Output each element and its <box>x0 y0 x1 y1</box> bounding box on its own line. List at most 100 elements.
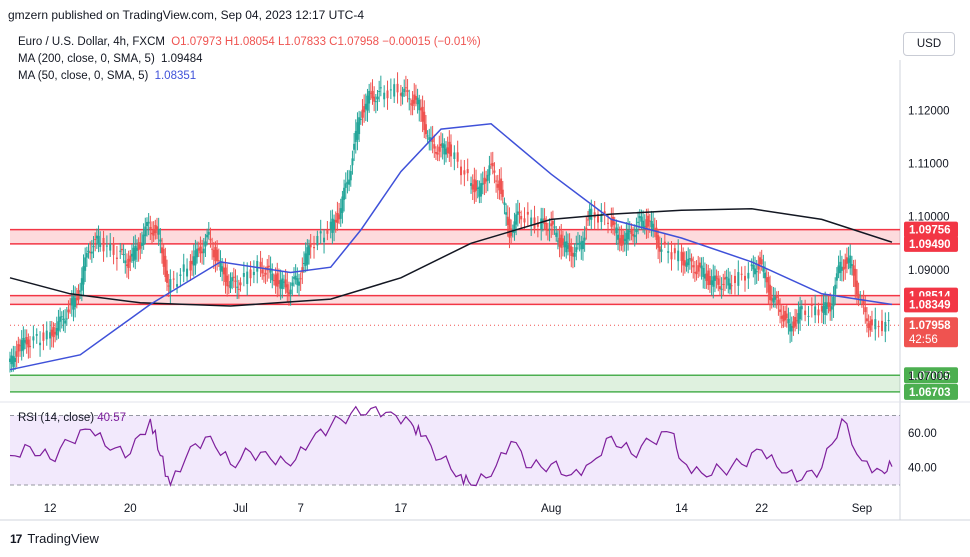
candle-body <box>852 265 855 276</box>
ma50-legend: MA (50, close, 0, SMA, 5) 1.08351 <box>18 70 196 82</box>
candle-body <box>214 247 217 262</box>
candle-body <box>49 332 52 339</box>
candle-body <box>483 177 486 184</box>
candle-body <box>199 246 202 254</box>
currency-button[interactable]: USD <box>903 32 955 56</box>
candle-body <box>50 329 53 336</box>
candle-body <box>129 255 132 262</box>
candle-body <box>135 247 138 251</box>
candle-body <box>540 218 543 230</box>
candle-body <box>411 100 414 106</box>
candle-body <box>9 358 11 363</box>
time-tick-label: 20 <box>124 503 137 515</box>
time-tick-label: 12 <box>44 503 57 515</box>
candle-body <box>505 212 508 215</box>
candle-body <box>703 274 706 279</box>
candle-body <box>839 261 842 273</box>
candle-body <box>515 214 518 225</box>
candle-body <box>444 148 447 155</box>
low-value: L1.07833 <box>278 36 326 48</box>
candle-body <box>80 278 83 291</box>
candle-body <box>682 252 685 266</box>
candle-body <box>795 320 798 322</box>
candle-body <box>633 234 636 238</box>
candle-body <box>379 87 382 89</box>
candle-body <box>575 247 578 253</box>
candle-body <box>85 253 88 258</box>
rsi-tick-label: 60.00 <box>908 428 937 440</box>
candle-body <box>825 302 828 309</box>
candle-body <box>501 189 504 197</box>
candle-body <box>804 310 807 315</box>
candle-body <box>207 231 210 235</box>
candle-body <box>189 261 192 271</box>
candle-body <box>224 267 227 283</box>
candles-group <box>9 72 890 373</box>
candle-body <box>329 221 332 229</box>
candle-body <box>824 302 827 315</box>
candle-body <box>112 243 115 255</box>
candle-body <box>297 281 300 286</box>
candle-body <box>97 235 100 245</box>
price-tick-label: 1.10000 <box>908 212 950 224</box>
candle-body <box>757 263 760 270</box>
candle-body <box>865 318 868 322</box>
candle-body <box>523 218 526 223</box>
ma50-label: MA (50, close, 0, SMA, 5) <box>18 70 149 82</box>
candle-body <box>147 221 150 224</box>
candle-body <box>64 320 67 324</box>
candle-body <box>807 315 810 317</box>
candle-body <box>389 89 392 91</box>
candle-body <box>134 245 137 260</box>
candle-body <box>496 184 499 188</box>
candle-body <box>849 255 852 269</box>
candle-body <box>289 289 292 295</box>
candle-body <box>844 259 847 269</box>
candle-body <box>42 332 45 341</box>
candle-body <box>750 264 753 267</box>
candle-body <box>466 169 469 174</box>
ma50-value: 1.08351 <box>154 70 197 82</box>
candle-body <box>495 180 498 182</box>
candle-body <box>727 278 730 286</box>
candle-body <box>142 234 145 246</box>
candle-body <box>341 196 344 214</box>
rsi-legend: RSI (14, close) 40.57 <box>18 412 126 424</box>
candle-body <box>303 262 305 264</box>
candle-body <box>439 143 442 147</box>
candle-body <box>708 275 711 285</box>
candle-body <box>25 336 28 345</box>
candle-body <box>267 265 270 268</box>
candle-body <box>371 90 374 99</box>
candle-body <box>769 284 772 301</box>
time-tick-label: Aug <box>541 503 561 515</box>
footer-branding: 17 TradingView <box>10 531 99 546</box>
candle-body <box>396 83 399 93</box>
candle-body <box>65 318 68 320</box>
candle-body <box>127 258 130 268</box>
candle-body <box>880 320 883 332</box>
candle-body <box>834 284 837 295</box>
candle-body <box>122 253 125 256</box>
candle-body <box>102 237 105 252</box>
candle-body <box>237 288 240 290</box>
candle-body <box>470 183 473 186</box>
candle-body <box>434 151 437 154</box>
candle-body <box>157 228 160 235</box>
candle-body <box>688 258 691 260</box>
candle-body <box>597 214 599 223</box>
candle-body <box>573 252 576 257</box>
candle-body <box>561 238 564 246</box>
candle-body <box>62 318 65 320</box>
candle-body <box>526 211 529 215</box>
candle-body <box>687 258 690 266</box>
ma200-line <box>9 208 893 307</box>
candle-body <box>685 262 688 267</box>
candle-body <box>145 222 148 227</box>
candle-body <box>246 271 249 284</box>
candle-body <box>301 267 304 273</box>
candle-body <box>625 232 628 245</box>
candle-body <box>196 248 199 258</box>
candle-body <box>566 245 569 249</box>
